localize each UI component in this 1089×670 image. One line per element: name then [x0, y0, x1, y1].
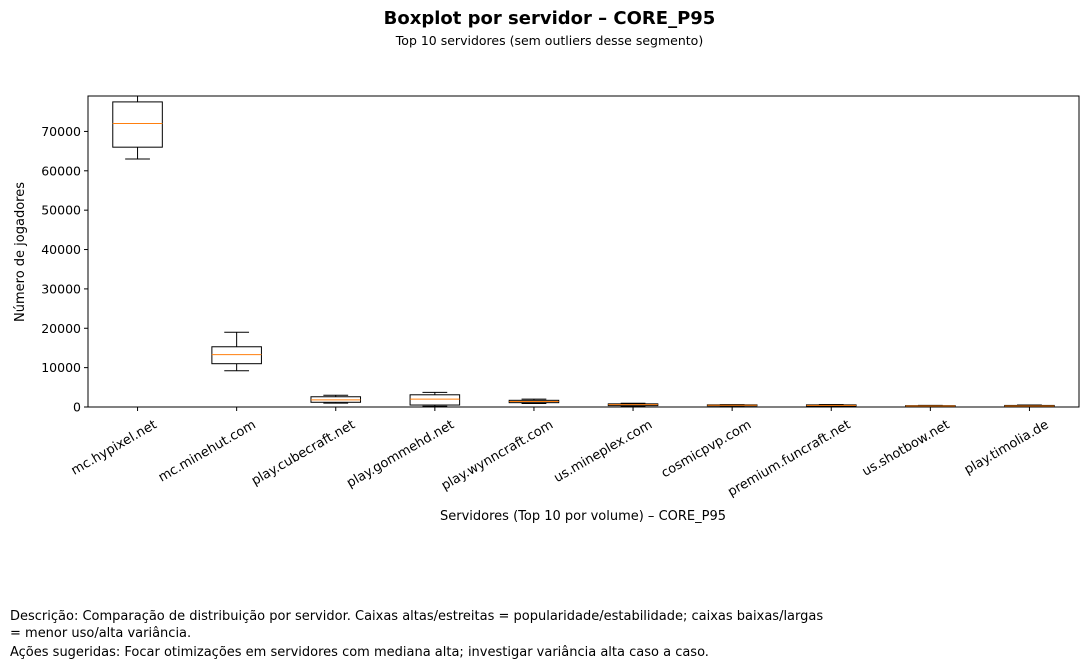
- boxplot-chart: 0 10000 20000 30000 40000 50000 60000 70000 mc.…: [13, 95, 1080, 524]
- box-play.wynncraft.com: [508, 398, 560, 404]
- box-us.shotbow.net: [905, 404, 956, 408]
- y-tick-label: 60000: [41, 163, 81, 178]
- box-us.mineplex.com: [607, 402, 659, 407]
- box-play.cubecraft.net: [310, 394, 362, 404]
- y-axis: 0 10000 20000 30000 40000 50000 60000 70000: [41, 124, 88, 415]
- x-tick-label: us.shotbow.net: [860, 417, 953, 479]
- box-play.gommehd.net: [409, 391, 461, 407]
- chart-title: Boxplot por servidor – CORE_P95: [383, 8, 716, 29]
- plot-frame: [87, 95, 1080, 408]
- box-play.timolia.de: [1004, 404, 1055, 408]
- y-tick-label: 40000: [41, 242, 81, 257]
- box-mc.hypixel.net: [112, 95, 163, 160]
- x-tick-label: play.wynncraft.com: [439, 417, 556, 493]
- y-tick-label: 0: [73, 400, 81, 415]
- x-axis-label: Servidores (Top 10 por volume) – CORE_P9…: [440, 509, 726, 524]
- y-tick-label: 10000: [41, 360, 81, 375]
- boxes-layer: [112, 95, 1055, 408]
- box-cosmicpvp.com: [706, 404, 758, 407]
- x-tick-label: mc.minehut.com: [156, 417, 259, 485]
- box-mc.minehut.com: [211, 331, 262, 372]
- y-tick-label: 50000: [41, 203, 81, 218]
- x-tick-label: mc.hypixel.net: [69, 417, 160, 478]
- description-text: Descrição: Comparação de distribuição po…: [10, 609, 824, 641]
- x-tick-label: play.timolia.de: [962, 417, 1052, 477]
- y-tick-label: 30000: [41, 281, 81, 296]
- x-axis: mc.hypixel.netmc.minehut.complay.cubecra…: [69, 407, 1052, 500]
- actions-text: Ações sugeridas: Focar otimizações em se…: [10, 645, 709, 660]
- y-axis-label: Número de jogadores: [13, 182, 28, 322]
- x-tick-label: cosmicpvp.com: [659, 417, 754, 481]
- x-tick-label: us.mineplex.com: [552, 417, 656, 485]
- x-tick-label: play.cubecraft.net: [249, 417, 358, 488]
- box-iqr: [211, 346, 262, 365]
- box-iqr: [112, 101, 163, 148]
- box-premium.funcraft.net: [805, 403, 857, 407]
- chart-subtitle: Top 10 servidores (sem outliers desse se…: [395, 33, 704, 48]
- y-tick-label: 70000: [41, 124, 81, 139]
- y-tick-label: 20000: [41, 321, 81, 336]
- box-iqr: [409, 394, 461, 406]
